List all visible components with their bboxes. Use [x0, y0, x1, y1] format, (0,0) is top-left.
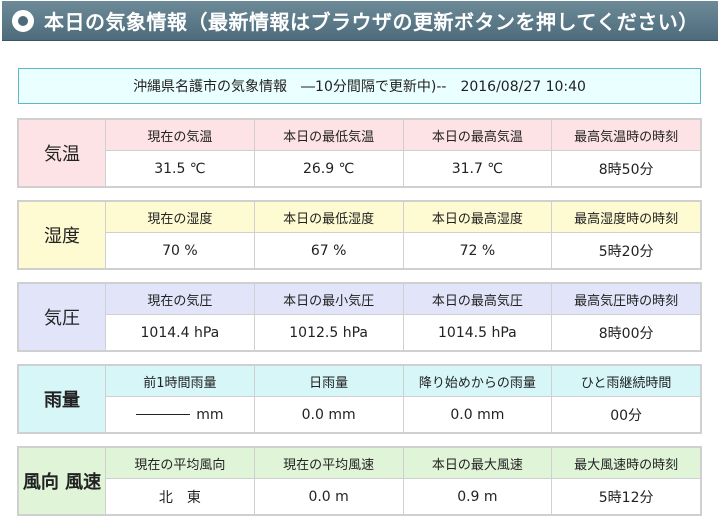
column-header: 本日の最高湿度: [402, 201, 553, 233]
current-temperature: 31.5 ℃: [105, 150, 255, 187]
rain-label: 雨量: [18, 365, 106, 433]
rain-since-start: 0.0 mm: [402, 396, 553, 433]
column-header: 最高湿度時の時刻: [551, 201, 701, 233]
column-header: 最高気温時の時刻: [551, 119, 701, 151]
column-header: 本日の最低気温: [253, 119, 404, 151]
min-humidity: 67 %: [253, 232, 404, 269]
wind-label: 風向 風速: [18, 447, 106, 515]
max-wind-speed-time: 5時12分: [551, 478, 701, 515]
humidity-label: 湿度: [18, 201, 106, 269]
min-temperature: 26.9 ℃: [253, 150, 404, 187]
column-header: 日雨量: [253, 365, 404, 397]
humidity-table: 湿度 現在の湿度 本日の最低湿度 本日の最高湿度 最高湿度時の時刻 70 % 6…: [17, 200, 702, 270]
column-header: 現在の気温: [105, 119, 255, 151]
hourly-rain: mm: [105, 396, 255, 433]
max-pressure: 1014.5 hPa: [402, 314, 553, 351]
column-header: 本日の最高気温: [402, 119, 553, 151]
column-header: 現在の湿度: [105, 201, 255, 233]
column-header: 現在の平均風向: [105, 447, 255, 479]
max-temperature: 31.7 ℃: [402, 150, 553, 187]
page-header: 本日の気象情報（最新情報はブラウザの更新ボタンを押してください）: [2, 1, 718, 41]
column-header: 現在の気圧: [105, 283, 255, 315]
rain-table: 雨量 前1時間雨量 日雨量 降り始めからの雨量 ひと雨継続時間 mm 0.0 m…: [17, 364, 702, 434]
daily-rain: 0.0 mm: [253, 396, 404, 433]
max-wind-speed: 0.9 m: [402, 478, 553, 515]
temperature-table: 気温 現在の気温 本日の最低気温 本日の最高気温 最高気温時の時刻 31.5 ℃…: [17, 118, 702, 188]
column-header: 最大風速時の時刻: [551, 447, 701, 479]
pressure-table: 気圧 現在の気圧 本日の最小気圧 本日の最高気圧 最高気圧時の時刻 1014.4…: [17, 282, 702, 352]
max-temperature-time: 8時50分: [551, 150, 701, 187]
column-header: 前1時間雨量: [105, 365, 255, 397]
temperature-label: 気温: [18, 119, 106, 187]
page-title: 本日の気象情報（最新情報はブラウザの更新ボタンを押してください）: [44, 10, 699, 34]
column-header: 本日の最低湿度: [253, 201, 404, 233]
column-header: ひと雨継続時間: [551, 365, 701, 397]
rain-duration: 00分: [551, 396, 701, 433]
hourly-rain-unit: mm: [196, 406, 224, 423]
station-info: 沖縄県名護市の気象情報 ―10分間隔で更新中)-- 2016/08/27 10:…: [18, 68, 701, 104]
no-data-dash: [136, 414, 191, 415]
wind-direction: 北 東: [105, 478, 255, 515]
column-header: 本日の最高気圧: [402, 283, 553, 315]
bullet-circle-icon: [12, 9, 34, 32]
pressure-label: 気圧: [18, 283, 106, 351]
column-header: 最高気圧時の時刻: [551, 283, 701, 315]
max-humidity-time: 5時20分: [551, 232, 701, 269]
column-header: 本日の最大風速: [402, 447, 553, 479]
current-humidity: 70 %: [105, 232, 255, 269]
column-header: 降り始めからの雨量: [402, 365, 553, 397]
wind-speed: 0.0 m: [253, 478, 404, 515]
max-humidity: 72 %: [402, 232, 553, 269]
current-pressure: 1014.4 hPa: [105, 314, 255, 351]
min-pressure: 1012.5 hPa: [253, 314, 404, 351]
wind-table: 風向 風速 現在の平均風向 現在の平均風速 本日の最大風速 最大風速時の時刻 北…: [17, 446, 702, 516]
column-header: 現在の平均風速: [253, 447, 404, 479]
column-header: 本日の最小気圧: [253, 283, 404, 315]
max-pressure-time: 8時00分: [551, 314, 701, 351]
